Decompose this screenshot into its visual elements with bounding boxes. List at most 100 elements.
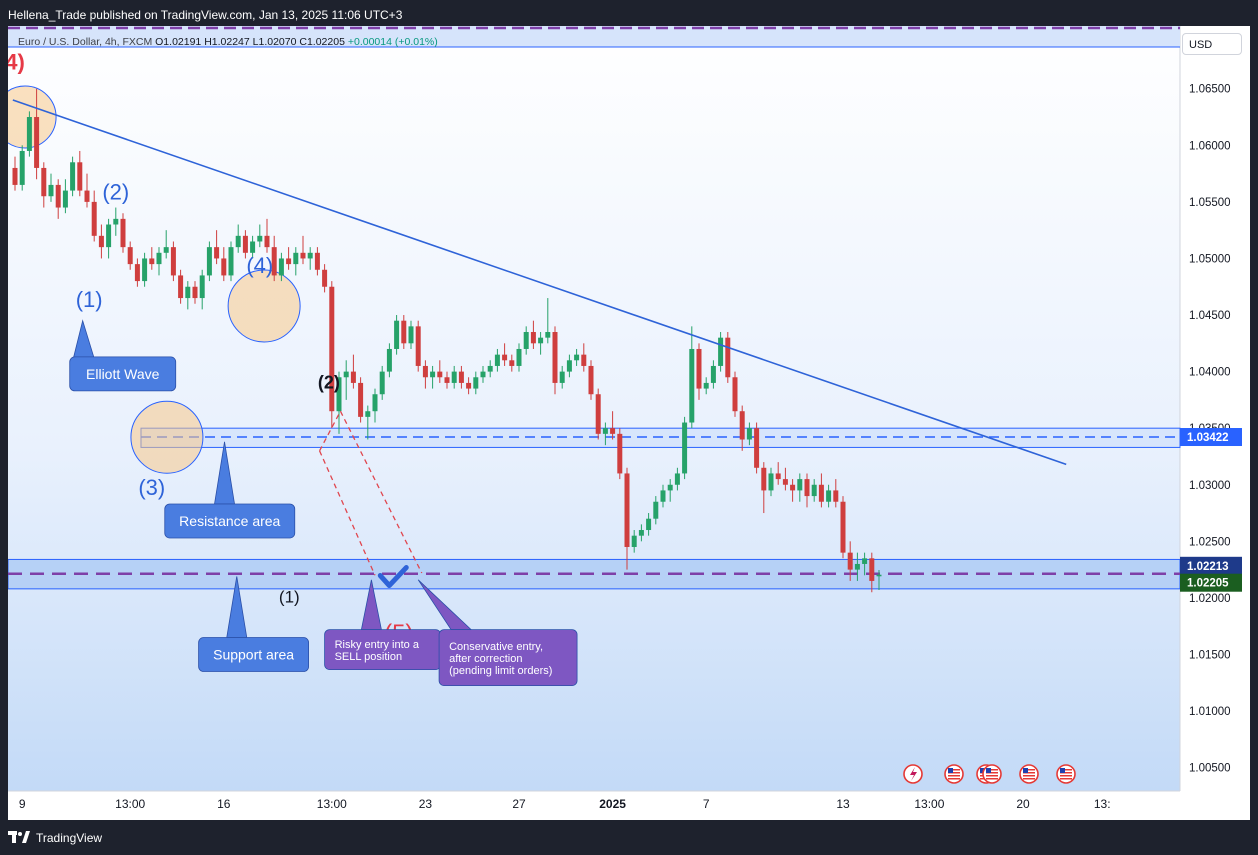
candle-up xyxy=(768,467,774,497)
candle-down xyxy=(840,496,846,559)
candle-up xyxy=(113,207,119,236)
wave-label: (4) xyxy=(246,253,273,278)
candle-body xyxy=(77,162,83,191)
chart-area[interactable]: Euro / U.S. Dollar, 4h, FXCM O1.02191 H1… xyxy=(8,26,1250,820)
currency-selector[interactable]: USD xyxy=(1182,33,1242,55)
candle-down xyxy=(725,332,731,383)
candle-up xyxy=(372,388,378,423)
callout-box xyxy=(438,629,578,686)
candle-body xyxy=(415,326,421,366)
candle-body xyxy=(127,247,133,265)
price-label-text: 1.02213 xyxy=(1187,561,1229,573)
y-tick-label: 1.02000 xyxy=(1189,593,1231,605)
candle-down xyxy=(12,156,18,191)
legend-symbol: Euro / U.S. Dollar, 4h, FXCM xyxy=(18,36,153,48)
candle-body xyxy=(170,247,176,276)
candle-up xyxy=(206,241,212,282)
footer: TradingView xyxy=(8,828,102,848)
lightning-event-icon xyxy=(903,764,923,784)
us-flag-event-icon xyxy=(982,764,1002,784)
candle-body xyxy=(408,326,414,344)
candle-down xyxy=(732,371,738,417)
y-tick-label: 1.06500 xyxy=(1189,84,1231,96)
candle-body xyxy=(811,484,817,497)
candle-down xyxy=(242,230,248,259)
candle-down xyxy=(444,371,450,389)
candle-down xyxy=(588,360,594,400)
candle-body xyxy=(336,377,342,412)
legend-change: +0.00014 (+0.01%) xyxy=(347,36,438,48)
candle-body xyxy=(120,218,126,248)
candle-body xyxy=(516,348,522,366)
candle-down xyxy=(833,479,839,508)
callout-text: Support area xyxy=(213,647,294,663)
candle-down xyxy=(739,405,745,451)
candle-body xyxy=(660,490,666,502)
wave-label: (1) xyxy=(279,587,300,606)
candle-up xyxy=(70,156,76,197)
y-tick-label: 1.04000 xyxy=(1189,367,1231,379)
candle-up xyxy=(516,343,522,372)
candle-up xyxy=(710,360,716,389)
wave-highlight-circle xyxy=(227,269,301,343)
candle-down xyxy=(530,320,536,349)
candle-body xyxy=(624,473,630,547)
candle-up xyxy=(574,348,580,366)
candle-body xyxy=(775,473,781,480)
projection-dashed-line xyxy=(339,410,423,574)
candle-down xyxy=(149,247,155,270)
candle-body xyxy=(653,501,659,519)
candle-down xyxy=(509,354,515,372)
candle-body xyxy=(538,337,544,344)
x-tick-label: 13:00 xyxy=(115,797,145,811)
candle-down xyxy=(775,462,781,485)
candle-up xyxy=(430,365,436,389)
candle-body xyxy=(242,235,248,253)
price-label: 1.02205 xyxy=(1180,573,1242,592)
flag-stripe xyxy=(986,772,998,774)
candle-body xyxy=(365,411,371,417)
candle-up xyxy=(26,111,32,157)
flag-stripe xyxy=(948,778,960,780)
event-icon-ring xyxy=(1056,764,1076,784)
candle-body xyxy=(739,411,745,440)
candle-body xyxy=(631,535,637,547)
candle-up xyxy=(718,332,724,372)
candle-up xyxy=(199,269,205,310)
candle-body xyxy=(502,354,508,361)
callout-text: Conservative entry, after correction (pend… xyxy=(449,641,552,677)
candle-up xyxy=(228,241,234,282)
candle-down xyxy=(350,354,356,389)
candle-up xyxy=(523,326,529,355)
candle-up xyxy=(638,524,644,542)
candle-body xyxy=(876,574,882,577)
candle-body xyxy=(674,473,680,485)
price-chart[interactable]: 1.06500 1.06000 1.05500 1.05000 1.04500 1.040… xyxy=(8,26,1250,820)
candle-body xyxy=(761,467,767,491)
candle-down xyxy=(818,473,824,508)
candle-body xyxy=(826,490,832,502)
price-label-box xyxy=(1180,556,1242,575)
candle-body xyxy=(682,422,688,474)
x-tick-label: 7 xyxy=(703,797,710,811)
flag-stripe xyxy=(1060,769,1072,771)
flag-stripe xyxy=(948,775,960,777)
candle-body xyxy=(422,365,428,378)
candle-down xyxy=(214,230,220,265)
callout-box xyxy=(69,356,177,392)
candle-body xyxy=(696,348,702,389)
flag-canton xyxy=(948,768,953,773)
time-axis-panel xyxy=(8,791,1180,820)
candle-up xyxy=(480,365,486,383)
candle-body xyxy=(379,371,385,395)
candle-down xyxy=(782,467,788,491)
price-label-box xyxy=(1180,428,1242,447)
us-flag-event-icon xyxy=(1019,764,1039,784)
callout-text: Risky entry into a SELL position xyxy=(335,639,420,663)
candle-up xyxy=(602,422,608,446)
candle-body xyxy=(278,258,284,276)
candle-up xyxy=(394,315,400,355)
candle-up xyxy=(854,552,860,581)
candle-down xyxy=(552,326,558,395)
candle-up xyxy=(106,218,112,259)
